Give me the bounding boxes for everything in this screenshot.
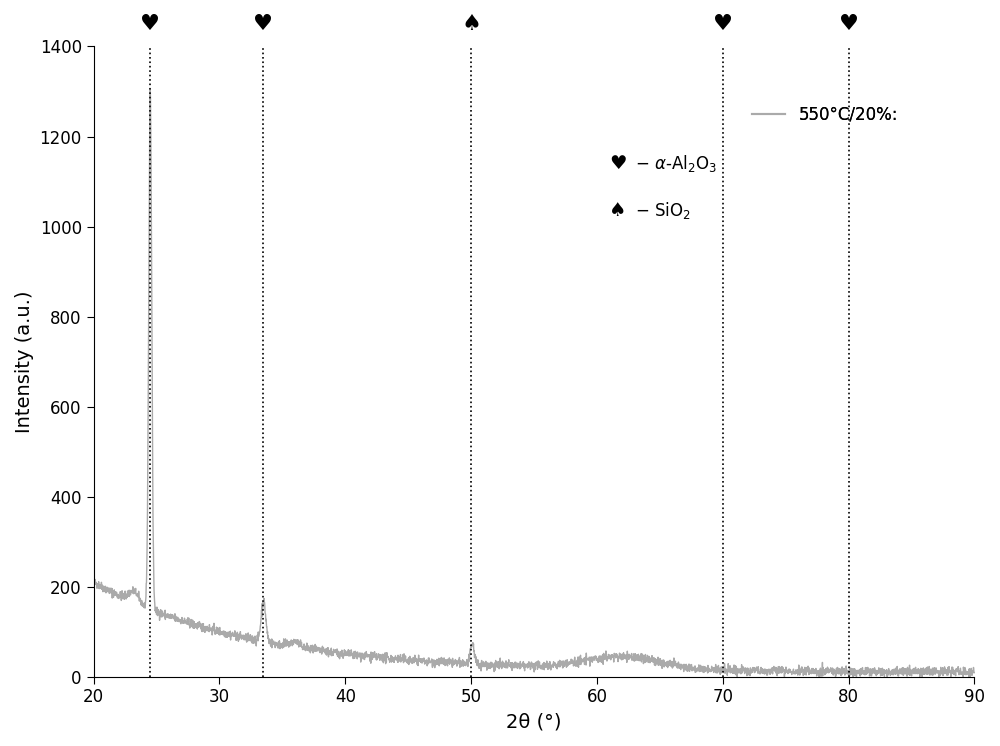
Text: ♥: ♥ bbox=[713, 14, 733, 34]
Text: ♥: ♥ bbox=[609, 154, 626, 172]
Text: ♥: ♥ bbox=[253, 14, 273, 34]
Text: ♥: ♥ bbox=[839, 14, 859, 34]
Text: ♠: ♠ bbox=[609, 201, 626, 220]
Text: $-$ $\alpha$-Al$_2$O$_3$: $-$ $\alpha$-Al$_2$O$_3$ bbox=[635, 153, 717, 174]
Text: $-$ SiO$_2$: $-$ SiO$_2$ bbox=[635, 200, 691, 221]
Text: ♥: ♥ bbox=[140, 14, 160, 34]
Y-axis label: Intensity (a.u.): Intensity (a.u.) bbox=[15, 290, 34, 433]
X-axis label: 2θ (°): 2θ (°) bbox=[506, 712, 562, 731]
Legend: 550°C/20%:: 550°C/20%: bbox=[745, 99, 905, 131]
Text: ♠: ♠ bbox=[461, 14, 481, 34]
